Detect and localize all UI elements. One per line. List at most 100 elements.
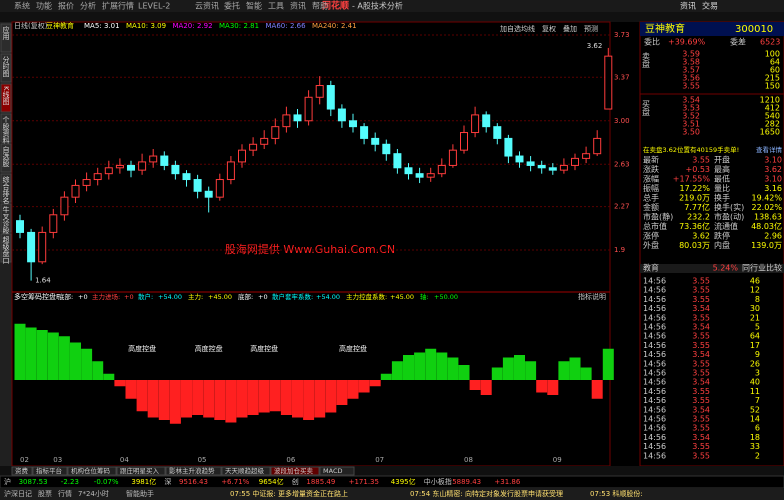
param-name: 轴: (420, 292, 429, 301)
x-tick-label: 03 (53, 456, 62, 464)
chart-button[interactable]: 加自选 (500, 24, 521, 33)
tick-volume: 64 (750, 332, 760, 341)
menu-item[interactable]: 云资讯 (195, 1, 219, 11)
tab[interactable] (116, 466, 166, 476)
tick-volume: 9 (755, 350, 760, 359)
stat-label: 金额 (643, 202, 659, 212)
status-item: 1885.49 (306, 478, 335, 486)
tab-label[interactable]: 资费 (15, 466, 29, 475)
candle-body (71, 184, 80, 198)
tab[interactable] (270, 466, 320, 476)
news-item[interactable]: 07:55 中证报: 更多增量资金正在路上 (230, 489, 348, 498)
footer-link[interactable]: 行情 (58, 489, 72, 498)
indicator-bar (380, 373, 392, 380)
candle-body (38, 231, 47, 263)
indicator-bar (136, 380, 148, 412)
tab[interactable] (221, 466, 271, 476)
tab-label[interactable]: 指标平台 (36, 466, 62, 475)
chart-button[interactable]: 复权 (542, 24, 556, 33)
candle-body (326, 85, 335, 110)
sidebar-label[interactable]: 应用 (2, 25, 10, 41)
sidebar-tab[interactable] (0, 53, 12, 83)
stat-label: 流通值 (714, 221, 738, 231)
menu-item[interactable]: 资讯 (290, 1, 306, 11)
menu-item[interactable]: 系统 (14, 1, 30, 11)
status-item: 创 (292, 477, 299, 486)
tick-volume: 21 (750, 313, 760, 322)
sidebar-tab[interactable] (0, 203, 12, 233)
footer-link[interactable]: 沪深日记 (4, 489, 32, 498)
news-item[interactable]: 07:53 科顺股份: (590, 489, 643, 498)
sidebar-tab[interactable] (0, 83, 12, 113)
candle-body (559, 164, 568, 171)
chart-button[interactable]: 叠加 (563, 24, 577, 33)
tab-label[interactable]: 影林主升浪趋势 (169, 466, 215, 475)
sidebar-tab[interactable] (0, 173, 12, 203)
tick-volume: 17 (750, 341, 760, 350)
sidebar-label[interactable]: 分时图 (2, 55, 10, 78)
sidebar-label[interactable]: 个股资料 (2, 116, 10, 145)
tab-label[interactable]: 波段加仓买卖 (274, 466, 314, 475)
candle-body (482, 114, 491, 128)
tab[interactable] (32, 466, 68, 476)
sidebar-label[interactable]: 自选股 (2, 145, 10, 168)
menu-item[interactable]: 报价 (58, 1, 74, 11)
sidebar-label[interactable]: 超级盘口 (2, 235, 10, 264)
candle-body (60, 196, 69, 216)
tab[interactable] (67, 466, 117, 476)
indicator-bar (514, 355, 525, 380)
param-value: +54.00 (316, 293, 340, 301)
tick-price: 3.54 (692, 405, 710, 414)
tick-time: 14:56 (643, 323, 666, 332)
bid-price: 3.51 (682, 120, 700, 129)
tab[interactable] (319, 466, 355, 476)
menu-item[interactable]: 功能 (36, 1, 52, 11)
menu-item[interactable]: 帮助 (312, 1, 328, 11)
chart-button[interactable]: 预测 (584, 24, 598, 33)
menu-item[interactable]: 工具 (268, 2, 284, 11)
sidebar-label[interactable]: K线图 (2, 86, 10, 106)
footer-link[interactable]: 7*24小时 (78, 489, 109, 498)
tab-label[interactable]: 跟庄明星买入 (120, 466, 160, 475)
news-item[interactable]: 07:54 东山精密: 向特定对象发行股票申请获受理 (410, 489, 563, 498)
menu-item[interactable]: 委托 (224, 1, 240, 11)
top-link[interactable]: 资讯 (680, 1, 696, 11)
top-link[interactable]: 交易 (702, 1, 718, 11)
stat-label: 最高 (714, 164, 730, 174)
menu-item[interactable]: LEVEL-2 (138, 2, 170, 11)
sidebar-label[interactable]: 综合排名 (2, 175, 10, 205)
sidebar-tab[interactable] (0, 233, 12, 263)
sidebar-tab[interactable] (0, 143, 12, 173)
stat-label: 外盘 (643, 240, 659, 250)
tab[interactable] (11, 466, 33, 476)
status-item: 深 (164, 477, 171, 486)
param-value: +0 (78, 293, 88, 301)
menu-item[interactable]: 扩展行情 (102, 1, 134, 11)
watermark: 股海网提供 Www.Guhai.Com.CN (225, 242, 395, 256)
stock-code: 300010 (735, 24, 773, 35)
tab-label[interactable]: MACD (323, 467, 342, 475)
tab[interactable] (165, 466, 222, 476)
menu-item[interactable]: 分析 (80, 1, 96, 11)
ma-value: 2.81 (244, 22, 260, 30)
industry-link[interactable]: 同行业比较 (742, 263, 782, 273)
indicator-help[interactable]: 指标说明 (578, 292, 606, 301)
tab-label[interactable]: 天天顺趋超级 (225, 466, 265, 475)
sidebar-tab[interactable] (0, 113, 12, 143)
tick-time: 14:56 (643, 451, 666, 460)
sidebar-label[interactable]: 牛叉诊股 (2, 205, 10, 235)
menu-item[interactable]: 智能 (246, 1, 262, 11)
sidebar-tab[interactable] (0, 23, 12, 53)
indicator-bar (447, 357, 459, 380)
tab-bar (0, 466, 784, 476)
indicator-bar (580, 367, 592, 380)
bid-volume: 412 (765, 104, 780, 113)
stat-value: 219.0万 (679, 194, 710, 203)
tab-label[interactable]: 机构仓位筹码 (71, 466, 111, 475)
stat-label: 跌停 (714, 231, 730, 241)
chart-button[interactable]: 均线 (521, 24, 535, 33)
bid-volume: 282 (765, 120, 780, 129)
footer-link[interactable]: 股票 (38, 490, 52, 498)
footer-link[interactable]: 智能助手 (126, 489, 154, 498)
notice-link[interactable]: 查看详情 (756, 145, 783, 154)
